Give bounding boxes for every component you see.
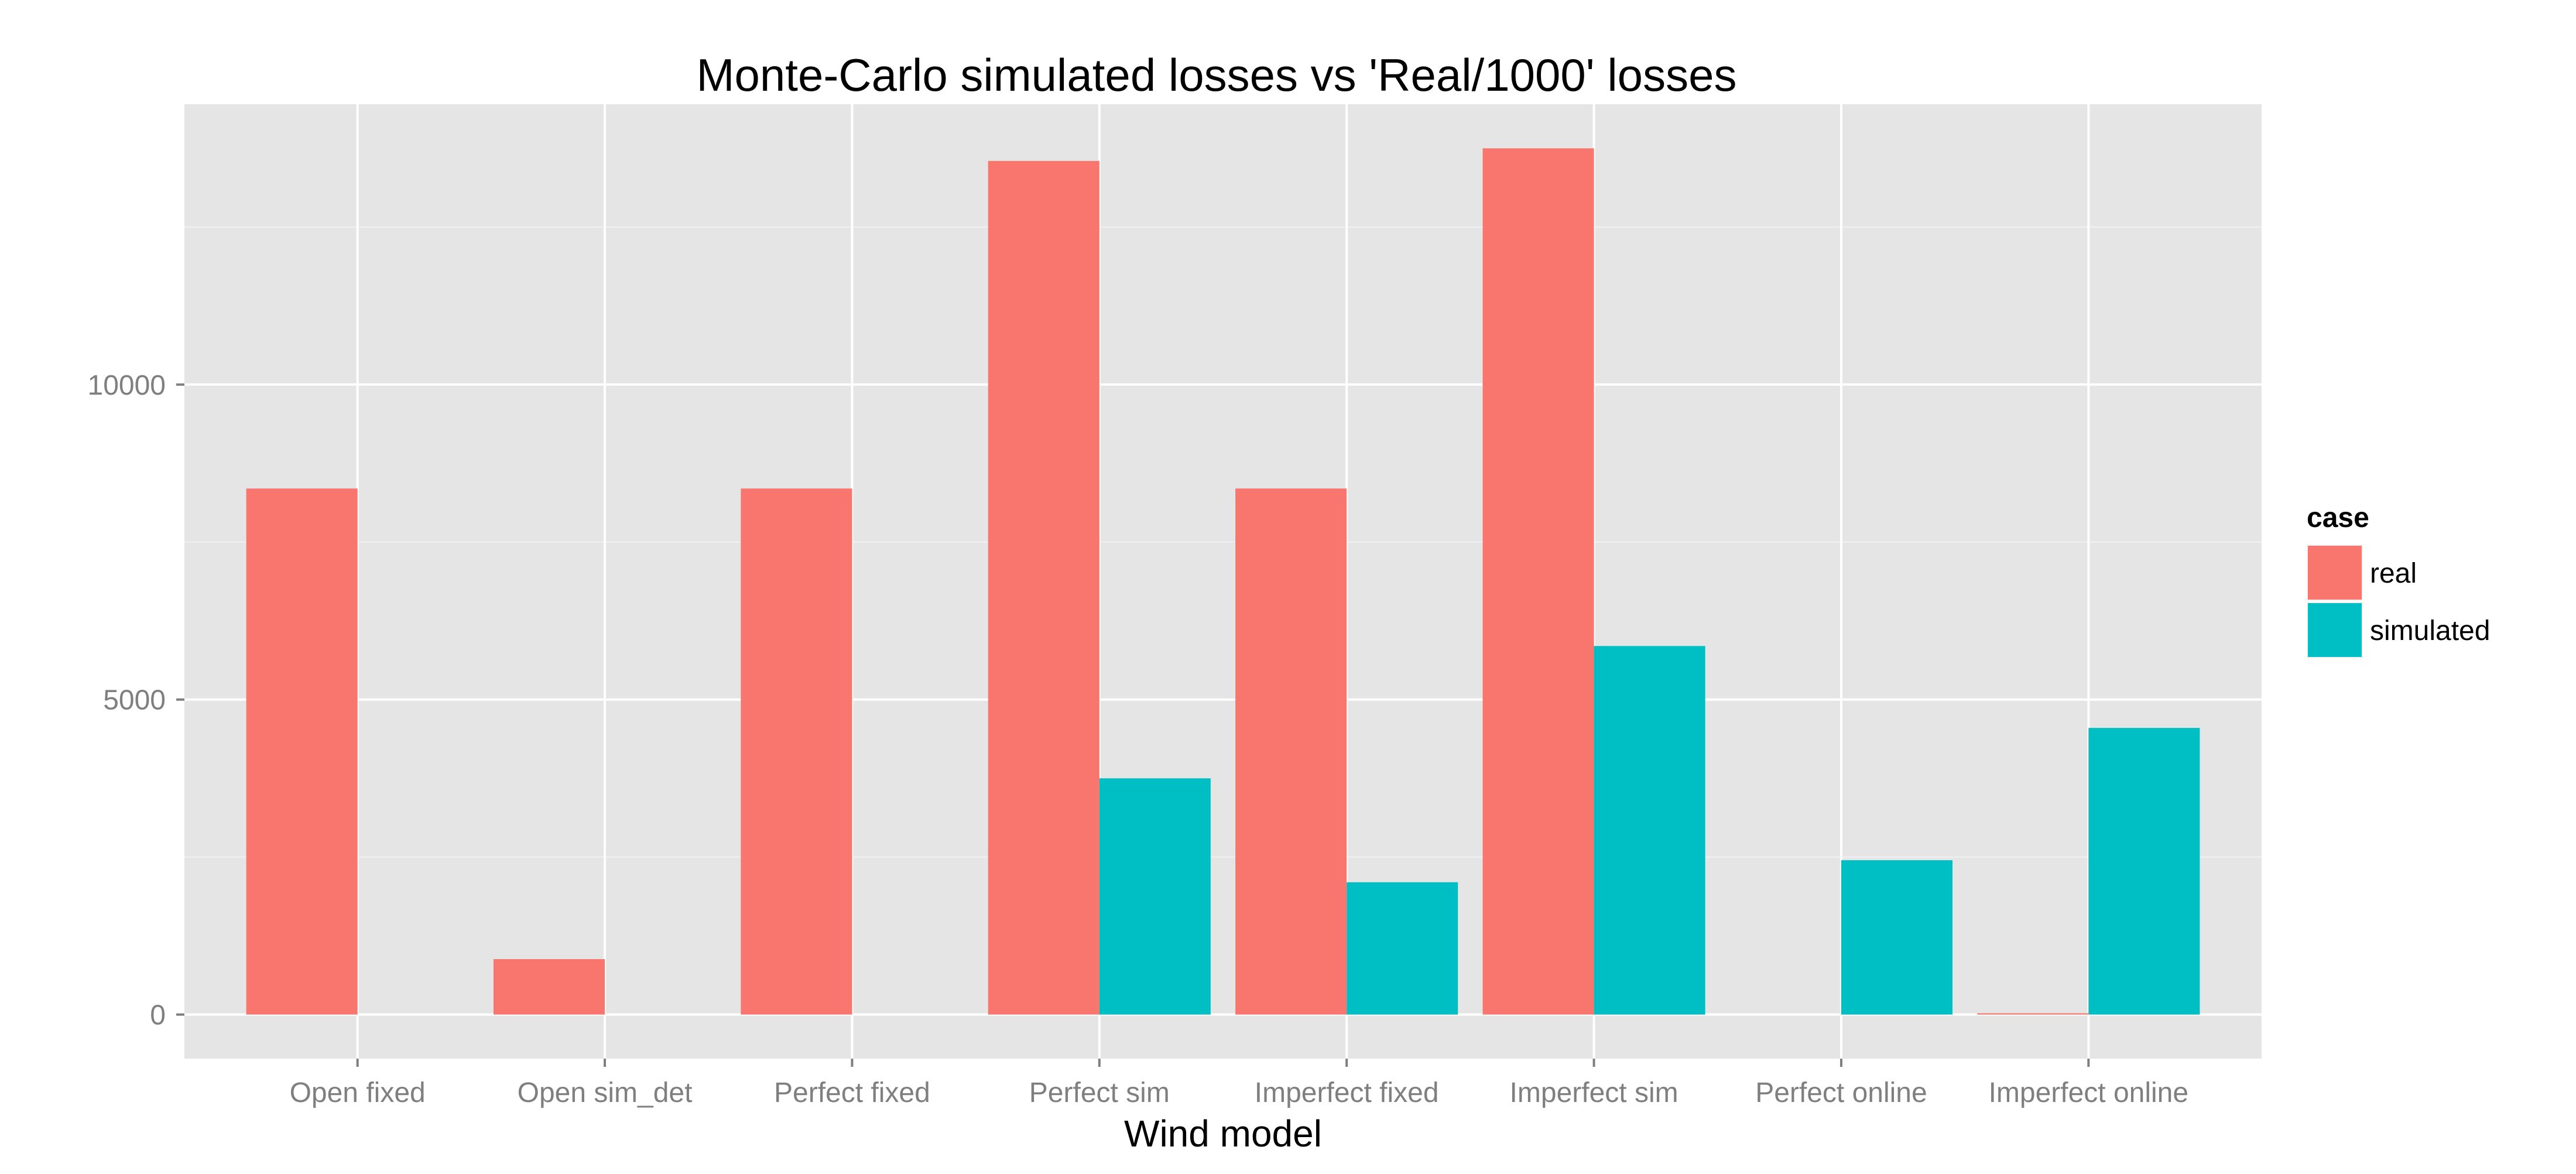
- x-tick-label: Imperfect online: [1989, 1077, 2189, 1108]
- bar-real-open-fixed: [246, 488, 358, 1015]
- x-tick-label: Perfect online: [1755, 1077, 1927, 1108]
- minor-gridlines: [184, 226, 2262, 858]
- bar-real-imperfect-sim: [1482, 148, 1594, 1015]
- chart-title: Monte-Carlo simulated losses vs 'Real/10…: [697, 49, 1737, 101]
- y-tick-label: 0: [150, 1000, 166, 1031]
- x-tick-label: Open fixed: [290, 1077, 426, 1108]
- legend-key-real: [2308, 546, 2362, 600]
- x-tick-label: Open sim_det: [518, 1077, 693, 1108]
- legend-label-simulated: simulated: [2370, 615, 2490, 646]
- bar-real-imperfect-fixed: [1235, 488, 1347, 1015]
- bar-real-perfect-fixed: [741, 488, 852, 1015]
- legend-title: case: [2307, 502, 2369, 533]
- bar-real-perfect-sim: [988, 160, 1099, 1015]
- legend: case real simulated: [2307, 502, 2490, 658]
- bar-simulated-imperfect-fixed: [1347, 882, 1458, 1015]
- x-axis: Open fixed Open sim_det Perfect fixed Perfe…: [290, 1059, 2189, 1108]
- y-tick-label: 10000: [88, 370, 166, 401]
- bar-real-imperfect-online: [1977, 1013, 2089, 1015]
- legend-entries: real simulated: [2307, 545, 2490, 658]
- bar-simulated-imperfect-online: [2088, 728, 2200, 1015]
- bar-simulated-perfect-online: [1841, 860, 1953, 1015]
- bars: [246, 148, 2200, 1015]
- y-tick-label: 5000: [103, 685, 166, 716]
- bar-simulated-perfect-sim: [1099, 778, 1211, 1015]
- bar-real-open-sim-det: [493, 959, 605, 1015]
- x-axis-title: Wind model: [1124, 1113, 1322, 1155]
- x-tick-label: Perfect fixed: [774, 1077, 930, 1108]
- legend-key-simulated: [2308, 603, 2362, 657]
- x-tick-label: Perfect sim: [1029, 1077, 1170, 1108]
- bar-simulated-imperfect-sim: [1594, 646, 1705, 1015]
- x-tick-label: Imperfect fixed: [1255, 1077, 1439, 1108]
- x-tick-label: Imperfect sim: [1510, 1077, 1678, 1108]
- legend-label-real: real: [2370, 558, 2417, 589]
- y-axis: 0 5000 10000: [88, 370, 184, 1031]
